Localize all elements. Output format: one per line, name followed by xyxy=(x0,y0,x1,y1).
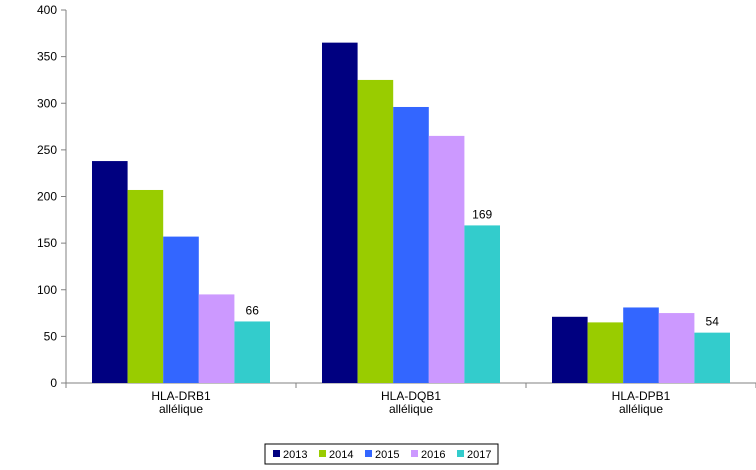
y-tick-label: 200 xyxy=(37,190,57,204)
data-label: 169 xyxy=(472,207,492,221)
y-tick-label: 350 xyxy=(37,50,57,64)
legend: 2013 2014 2015 2016 2017 xyxy=(264,443,499,465)
data-label: 66 xyxy=(246,303,260,317)
y-tick-label: 50 xyxy=(44,329,58,343)
legend-swatch-2016 xyxy=(411,450,418,457)
legend-label: 2013 xyxy=(283,449,307,461)
legend-label: 2014 xyxy=(329,449,353,461)
legend-swatch-2015 xyxy=(365,450,372,457)
bar-2016 xyxy=(428,135,465,383)
bar-2013 xyxy=(552,316,588,383)
y-tick-label: 150 xyxy=(37,236,57,250)
bar-2015 xyxy=(163,236,199,383)
bar-2015 xyxy=(623,307,659,383)
bar-2016 xyxy=(198,294,235,383)
y-tick-label: 250 xyxy=(37,143,57,157)
y-tick-label: 100 xyxy=(37,283,57,297)
data-label: 54 xyxy=(706,315,720,329)
x-category-label: allélique xyxy=(159,402,203,416)
y-axis: 0 50 100 150 200 250 300 350 400 xyxy=(37,3,67,390)
bar-2017 xyxy=(234,321,270,383)
legend-label: 2016 xyxy=(421,449,445,461)
x-category-label: allélique xyxy=(389,402,433,416)
bar-2017 xyxy=(464,225,500,383)
x-axis: HLA-DRB1alléliqueHLA-DQB1alléliqueHLA-DP… xyxy=(65,382,756,416)
y-tick-label: 400 xyxy=(37,3,57,17)
y-tick-label: 0 xyxy=(50,376,57,390)
bars xyxy=(92,42,730,383)
bar-2014 xyxy=(587,322,624,383)
data-labels: 66 169 54 xyxy=(246,207,720,328)
bar-2015 xyxy=(393,106,429,383)
legend-label: 2015 xyxy=(375,449,399,461)
legend-swatch-2013 xyxy=(273,450,280,457)
bar-2013 xyxy=(322,42,358,383)
x-category-label: allélique xyxy=(619,402,663,416)
x-category-label: HLA-DQB1 xyxy=(381,389,441,403)
bar-2013 xyxy=(92,161,128,383)
bar-2014 xyxy=(357,79,394,383)
legend-label: 2017 xyxy=(467,449,491,461)
x-category-label: HLA-DPB1 xyxy=(612,389,671,403)
bar-2014 xyxy=(127,189,164,383)
bar-2016 xyxy=(658,313,695,383)
bar-2017 xyxy=(694,332,730,383)
legend-box xyxy=(264,443,499,465)
x-category-label: HLA-DRB1 xyxy=(151,389,211,403)
y-tick-label: 300 xyxy=(37,96,57,110)
legend-swatch-2017 xyxy=(457,450,464,457)
legend-swatch-2014 xyxy=(319,450,326,457)
